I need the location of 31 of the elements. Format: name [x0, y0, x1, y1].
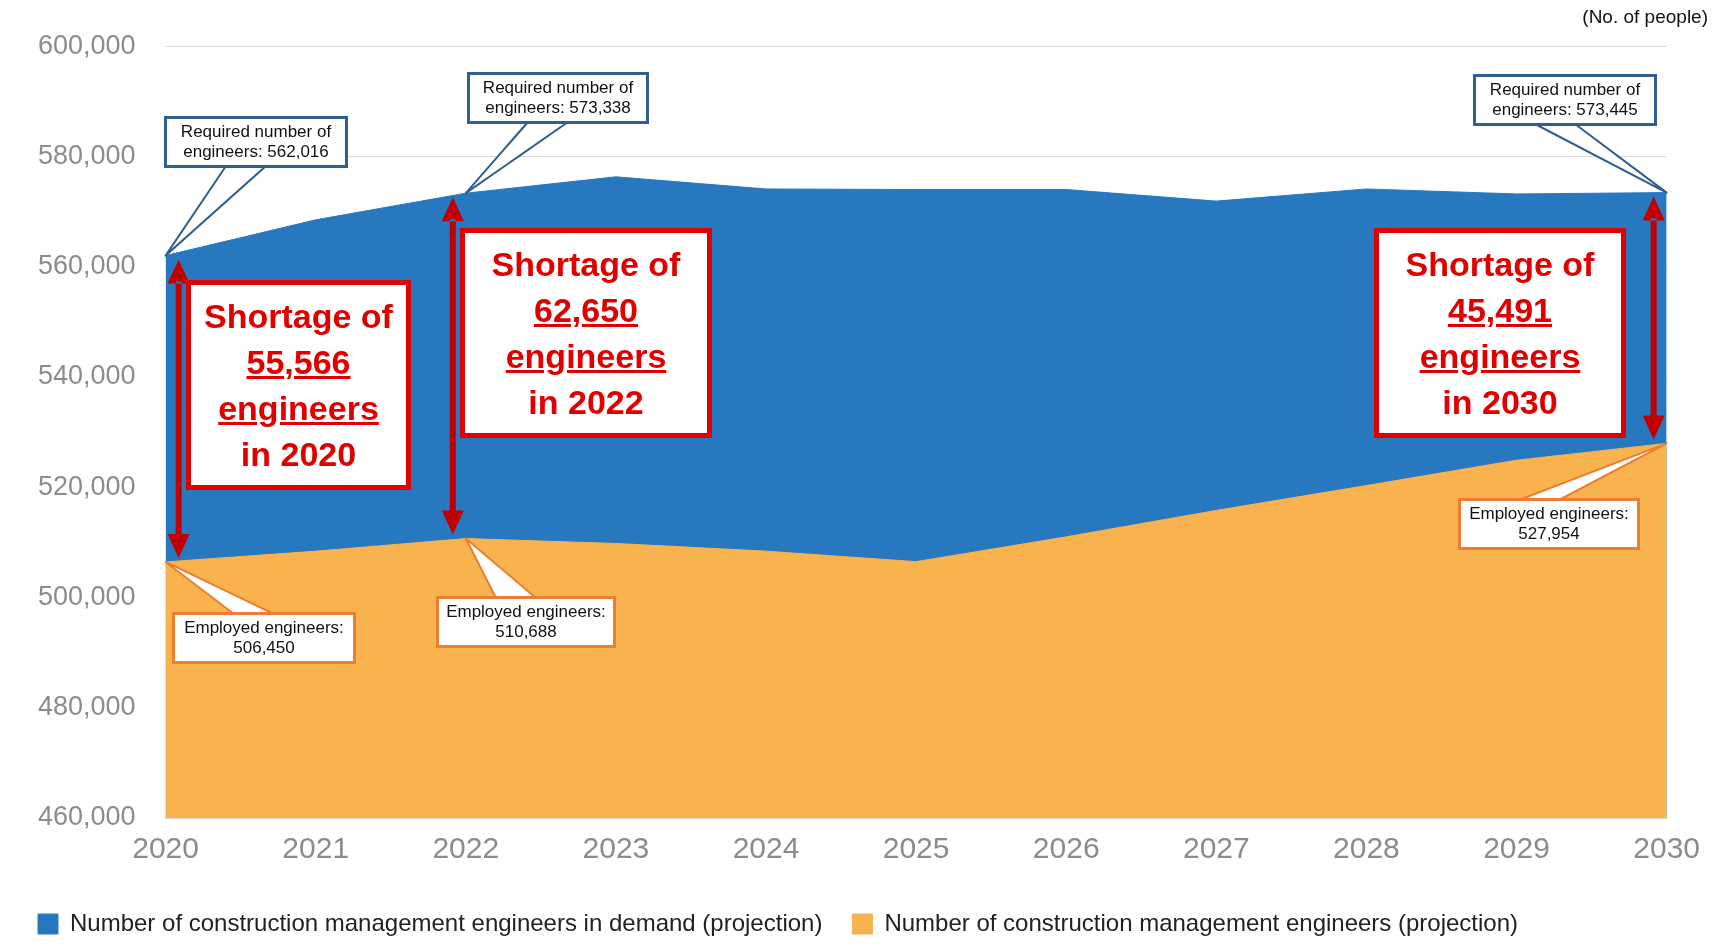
x-tick-label: 2020 — [132, 831, 199, 865]
y-axis-title: (No. of people) — [1582, 6, 1708, 28]
y-tick-label: 500,000 — [37, 580, 136, 611]
x-tick-label: 2026 — [1032, 831, 1100, 865]
annotation: Employed engineers: 527,954 — [1458, 498, 1640, 550]
x-tick-label: 2028 — [1333, 831, 1400, 865]
y-tick-label: 600,000 — [37, 29, 136, 60]
legend-label: Number of construction management engineers (projection) — [884, 908, 1519, 936]
annotation: Shortage of 62,650 engineers in 2022 — [490, 244, 682, 423]
x-tick-label: 2027 — [1182, 831, 1250, 865]
y-tick-label: 540,000 — [37, 360, 136, 391]
y-tick-label: 580,000 — [37, 139, 136, 170]
annotation: Shortage of 45,491 engineers in 2030 — [1404, 244, 1596, 423]
y-tick-label: 460,000 — [37, 801, 136, 832]
annotation: Required number of engineers: 573,338 — [467, 72, 649, 124]
annotation: Employed engineers: 510,688 — [436, 596, 616, 648]
y-tick-label: 560,000 — [37, 250, 136, 281]
x-tick-label: 2029 — [1483, 831, 1550, 865]
x-tick-label: 2021 — [282, 831, 350, 865]
annotation: Employed engineers: 506,450 — [172, 612, 356, 664]
x-tick-label: 2023 — [582, 831, 650, 865]
annotation: Shortage of 55,566 engineers in 2020 — [203, 296, 394, 475]
x-tick-label: 2024 — [732, 831, 800, 865]
legend-label: Number of construction management engineers in demand (projection) — [70, 908, 823, 936]
y-tick-label: 520,000 — [37, 470, 136, 501]
annotation: Required number of engineers: 562,016 — [164, 116, 348, 168]
annotation: Required number of engineers: 573,445 — [1473, 74, 1657, 126]
x-tick-label: 2022 — [432, 831, 500, 865]
x-tick-label: 2025 — [882, 831, 950, 865]
x-tick-label: 2030 — [1633, 831, 1701, 865]
y-tick-label: 480,000 — [37, 691, 136, 722]
